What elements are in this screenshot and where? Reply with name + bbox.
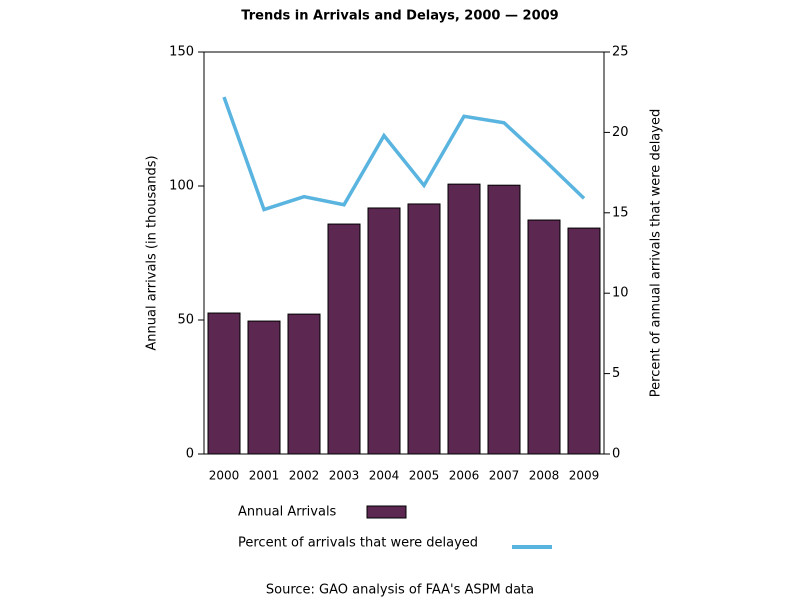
x-tick-label: 2006 [449,469,480,483]
y-tick-label: 0 [186,447,194,462]
x-tick-label: 2009 [569,469,600,483]
x-tick-label: 2000 [209,469,240,483]
y-axis-label: Annual arrivals (in thousands) [145,155,160,350]
legend-swatch [366,505,407,519]
x-tick-label: 2002 [289,469,320,483]
line [222,96,586,212]
bar [287,313,321,455]
bar [367,207,401,455]
bar [487,184,521,455]
source-note: Source: GAO analysis of FAA's ASPM data [266,583,534,598]
y2-tick-label: 0 [612,447,620,462]
y-tick-label: 150 [169,45,194,60]
x-tick-label: 2004 [369,469,400,483]
legend-label: Percent of arrivals that were delayed [238,536,478,551]
bar [447,183,481,455]
y-tick-label: 50 [177,313,194,328]
x-tick-label: 2005 [409,469,440,483]
bar [247,320,281,455]
x-tick-label: 2001 [249,469,280,483]
y2-tick-label: 5 [612,366,620,381]
y2-tick-label: 20 [612,125,629,140]
x-tick-label: 2007 [489,469,520,483]
chart-title: Trends in Arrivals and Delays, 2000 — 20… [241,9,558,24]
y2-tick-label: 25 [612,45,629,60]
plot-frame [203,51,605,455]
bar [527,219,561,455]
y2-tick-label: 10 [612,286,629,301]
x-tick-label: 2008 [529,469,560,483]
bar [567,227,601,455]
y2-tick-label: 15 [612,205,629,220]
y-tick-label: 100 [169,179,194,194]
legend-label: Annual Arrivals [238,505,337,520]
y2-axis-label: Percent of annual arrivals that were del… [649,109,664,397]
bar [207,312,241,455]
bar [407,203,441,455]
x-tick-label: 2003 [329,469,360,483]
bar [327,223,361,455]
